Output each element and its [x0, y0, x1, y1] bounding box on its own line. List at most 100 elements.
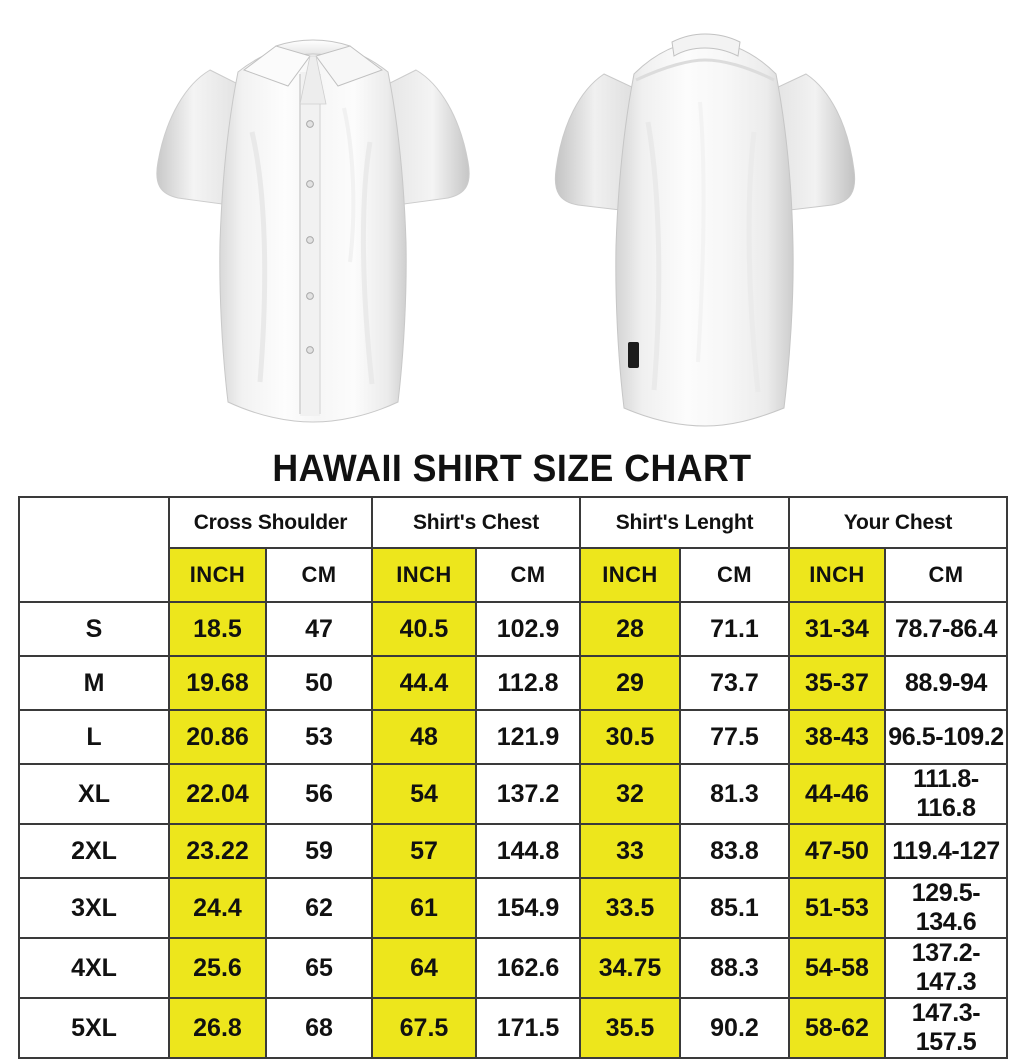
shirt-length-inch: 32	[579, 763, 681, 825]
table-row: 5XL 26.8 68 67.5 171.5 35.5 90.2 58-62 1…	[18, 997, 1008, 1059]
fabric-fold	[696, 101, 706, 363]
cross-shoulder-inch: 25.6	[168, 937, 267, 999]
shirt-chest-inch: 61	[371, 877, 477, 939]
unit-header-inch: INCH	[579, 547, 681, 603]
your-chest-inch: 54-58	[788, 937, 886, 999]
size-label: 5XL	[18, 997, 170, 1059]
fabric-fold	[746, 131, 761, 393]
shirt-chest-cm: 154.9	[475, 877, 581, 939]
cross-shoulder-inch: 24.4	[168, 877, 267, 939]
table-row: 2XL 23.22 59 57 144.8 33 83.8 47-50 119.…	[18, 823, 1008, 879]
shirt-chest-cm: 144.8	[475, 823, 581, 879]
size-label: 3XL	[18, 877, 170, 939]
fabric-fold	[342, 107, 356, 263]
shirt-length-inch: 30.5	[579, 709, 681, 765]
shirt-length-inch: 33.5	[579, 877, 681, 939]
unit-header-cm: CM	[475, 547, 581, 603]
table-body: S 18.5 47 40.5 102.9 28 71.1 31-34 78.7-…	[18, 601, 1008, 1059]
fabric-fold	[360, 141, 375, 385]
fabric-fold	[249, 131, 268, 383]
your-chest-cm: 88.9-94	[884, 655, 1008, 711]
collar-v-opening	[299, 55, 327, 105]
shirt-length-cm: 85.1	[679, 877, 790, 939]
shirt-back-image	[540, 12, 870, 432]
shirt-length-cm: 71.1	[679, 601, 790, 657]
unit-header-inch: INCH	[788, 547, 886, 603]
unit-header-cm: CM	[265, 547, 373, 603]
shirt-chest-cm: 112.8	[475, 655, 581, 711]
your-chest-inch: 51-53	[788, 877, 886, 939]
product-photo-strip	[0, 0, 1024, 444]
shirt-length-cm: 83.8	[679, 823, 790, 879]
shirt-chest-cm: 137.2	[475, 763, 581, 825]
shirt-length-inch: 33	[579, 823, 681, 879]
cross-shoulder-cm: 62	[265, 877, 373, 939]
shirt-chest-cm: 162.6	[475, 937, 581, 999]
your-chest-inch: 58-62	[788, 997, 886, 1059]
your-chest-cm: 119.4-127	[884, 823, 1008, 879]
unit-header-cm: CM	[679, 547, 790, 603]
shirt-front-illustration	[156, 39, 470, 423]
cross-shoulder-inch: 19.68	[168, 655, 267, 711]
your-chest-inch: 47-50	[788, 823, 886, 879]
size-label: L	[18, 709, 170, 765]
cross-shoulder-cm: 50	[265, 655, 373, 711]
your-chest-cm: 96.5-109.2	[884, 709, 1008, 765]
unit-header-inch: INCH	[371, 547, 477, 603]
cross-shoulder-cm: 68	[265, 997, 373, 1059]
shirt-chest-cm: 121.9	[475, 709, 581, 765]
group-header-shirts-length: Shirt's Lenght	[579, 496, 790, 549]
your-chest-cm: 78.7-86.4	[884, 601, 1008, 657]
shirt-length-cm: 81.3	[679, 763, 790, 825]
cross-shoulder-inch: 26.8	[168, 997, 267, 1059]
unit-header-row: INCH CM INCH CM INCH CM INCH CM	[19, 547, 1008, 603]
shirt-length-cm: 90.2	[679, 997, 790, 1059]
shirt-button	[306, 120, 314, 128]
shirt-length-inch: 34.75	[579, 937, 681, 999]
cross-shoulder-cm: 65	[265, 937, 373, 999]
shirt-button	[306, 346, 314, 354]
your-chest-inch: 38-43	[788, 709, 886, 765]
group-header-shirts-chest: Shirt's Chest	[371, 496, 581, 549]
table-row: M 19.68 50 44.4 112.8 29 73.7 35-37 88.9…	[18, 655, 1008, 711]
size-chart-table: Cross Shoulder Shirt's Chest Shirt's Len…	[18, 496, 1008, 1059]
your-chest-inch: 44-46	[788, 763, 886, 825]
shirt-length-cm: 88.3	[679, 937, 790, 999]
shirt-chest-cm: 171.5	[475, 997, 581, 1059]
cross-shoulder-inch: 23.22	[168, 823, 267, 879]
cross-shoulder-inch: 18.5	[168, 601, 267, 657]
size-label: 4XL	[18, 937, 170, 999]
shirt-button	[306, 180, 314, 188]
cross-shoulder-cm: 53	[265, 709, 373, 765]
shirt-front-image	[148, 12, 478, 432]
shirt-length-cm: 77.5	[679, 709, 790, 765]
page-title: HAWAII SHIRT SIZE CHART	[272, 448, 752, 490]
your-chest-inch: 31-34	[788, 601, 886, 657]
shirt-chest-inch: 40.5	[371, 601, 477, 657]
fabric-fold	[645, 121, 662, 391]
shirt-chest-inch: 57	[371, 823, 477, 879]
collar-point-left	[242, 45, 311, 87]
cross-shoulder-inch: 22.04	[168, 763, 267, 825]
group-header-row: Cross Shoulder Shirt's Chest Shirt's Len…	[18, 496, 1008, 603]
size-label: S	[18, 601, 170, 657]
shirt-chest-inch: 54	[371, 763, 477, 825]
size-label: 2XL	[18, 823, 170, 879]
your-chest-cm: 137.2-147.3	[884, 937, 1008, 999]
your-chest-cm: 129.5-134.6	[884, 877, 1008, 939]
your-chest-inch: 35-37	[788, 655, 886, 711]
cross-shoulder-cm: 56	[265, 763, 373, 825]
table-row: XL 22.04 56 54 137.2 32 81.3 44-46 111.8…	[18, 763, 1008, 825]
size-label: M	[18, 655, 170, 711]
shirt-chest-inch: 67.5	[371, 997, 477, 1059]
table-head: Cross Shoulder Shirt's Chest Shirt's Len…	[18, 496, 1008, 603]
shirt-back-illustration	[554, 33, 856, 427]
shirt-chest-cm: 102.9	[475, 601, 581, 657]
shirt-chest-inch: 44.4	[371, 655, 477, 711]
size-label: XL	[18, 763, 170, 825]
cross-shoulder-cm: 59	[265, 823, 373, 879]
table-row: 4XL 25.6 65 64 162.6 34.75 88.3 54-58 13…	[18, 937, 1008, 999]
shirt-length-inch: 28	[579, 601, 681, 657]
your-chest-cm: 147.3-157.5	[884, 997, 1008, 1059]
group-header-your-chest: Your Chest	[788, 496, 1008, 549]
